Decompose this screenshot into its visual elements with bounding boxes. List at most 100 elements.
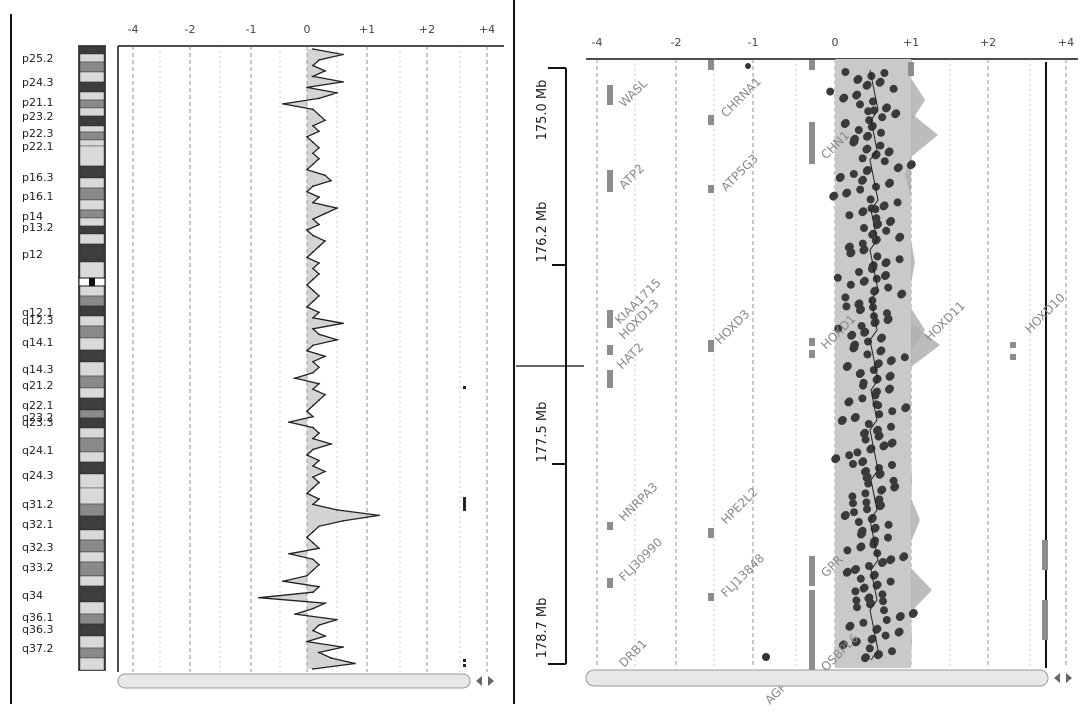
chromosome-band	[79, 375, 105, 389]
chromosome-band	[79, 561, 105, 577]
probe-point	[884, 533, 892, 542]
chromosome-band	[79, 217, 105, 227]
probe-point	[873, 360, 882, 369]
aberration-mark	[463, 386, 466, 389]
probe-point	[840, 512, 849, 520]
probe-point	[846, 249, 855, 258]
left-profile-point	[312, 607, 314, 610]
chromosome-band-label: q36.3	[22, 623, 53, 636]
left-scroll-left-arrow[interactable]	[476, 676, 482, 686]
left-profile-point	[324, 70, 326, 72]
right-scroll-right-arrow[interactable]	[1066, 673, 1072, 683]
chromosome-band	[79, 613, 105, 625]
left-scrollbar[interactable]	[117, 673, 471, 689]
left-profile-point	[324, 602, 326, 605]
probe-point	[851, 638, 860, 647]
left-profile-point	[312, 558, 314, 561]
chromosome-band	[79, 635, 105, 649]
left-profile-point	[342, 53, 344, 56]
left-profile-point	[312, 108, 314, 111]
probe-point	[871, 205, 880, 214]
left-scroll-right-arrow[interactable]	[488, 676, 494, 686]
left-profile-point	[312, 388, 314, 391]
probe-point	[862, 498, 871, 507]
probe-point	[887, 422, 895, 431]
probe-point	[862, 145, 871, 154]
chromosome-band	[79, 53, 105, 63]
chromosome-band	[79, 539, 105, 553]
left-profile-point	[330, 179, 332, 182]
left-profile-point	[306, 256, 308, 259]
chromosome-band	[79, 417, 105, 429]
left-profile-point	[342, 646, 344, 648]
gene-marker	[708, 60, 714, 70]
probe-point	[906, 161, 915, 170]
chromosome-band	[79, 409, 105, 419]
probe-point	[829, 192, 838, 201]
profile-peak	[911, 113, 938, 157]
chromosome-band	[79, 515, 105, 531]
chromosome-band	[79, 305, 105, 317]
left-profile-point	[354, 662, 356, 665]
left-profile-point	[312, 251, 314, 253]
chromosome-band-label: q31.2	[22, 498, 53, 511]
probe-point	[849, 499, 857, 508]
trend-line	[869, 69, 879, 661]
left-profile-point	[324, 119, 326, 122]
left-profile-point	[312, 668, 314, 670]
right-x-tick-label: +1	[903, 36, 919, 49]
probe-point	[879, 202, 888, 211]
left-profile-point	[312, 448, 314, 451]
left-profile-point	[318, 547, 320, 550]
left-profile-point	[318, 498, 320, 500]
chromosome-band-label: q37.2	[22, 642, 53, 655]
left-profile-point	[312, 75, 314, 78]
probe-point	[880, 157, 889, 166]
gene-marker	[607, 522, 613, 530]
probe-point	[856, 306, 864, 315]
probe-point	[860, 328, 869, 337]
probe-point	[845, 622, 854, 631]
left-profile-point	[318, 196, 320, 199]
probe-point	[864, 420, 873, 428]
probe-point	[860, 224, 868, 232]
probe-point	[834, 324, 843, 333]
left-profile-point	[312, 316, 314, 319]
probe-point	[877, 486, 886, 495]
left-profile-point	[312, 591, 314, 594]
left-profile-point	[318, 563, 320, 566]
chromosome-band	[79, 361, 105, 377]
left-profile-point	[312, 415, 314, 418]
probe-point	[877, 334, 885, 343]
gene-marker	[1010, 354, 1016, 360]
chromosome-band	[79, 529, 105, 541]
probe-point	[866, 445, 875, 454]
probe-point	[870, 287, 879, 296]
right-scroll-left-arrow[interactable]	[1054, 673, 1060, 683]
probe-point	[878, 590, 887, 599]
probe-point	[869, 303, 877, 312]
probe-point	[862, 167, 871, 175]
profile-peak	[911, 78, 925, 122]
probe-point	[853, 448, 862, 457]
probe-point	[879, 442, 888, 451]
chromosome-band-label: p24.3	[22, 76, 53, 89]
probe-point	[856, 574, 865, 583]
chromosome-band-label: q34	[22, 589, 43, 602]
chromosome-band-label: q23.2	[22, 411, 53, 424]
aberration-mark	[463, 497, 466, 511]
right-scrollbar[interactable]	[585, 669, 1049, 687]
probe-point	[900, 353, 909, 362]
chromosome-band	[79, 187, 105, 201]
probe-point	[871, 151, 880, 160]
probe-point	[899, 553, 908, 562]
profile-peak	[911, 618, 912, 662]
chromosome-band	[79, 81, 105, 93]
probe-point	[835, 174, 844, 182]
chromosome-band	[79, 145, 105, 167]
probe-point	[846, 280, 855, 289]
gene-marker	[708, 593, 714, 601]
probe-point	[890, 483, 899, 492]
gene-marker	[809, 122, 815, 164]
